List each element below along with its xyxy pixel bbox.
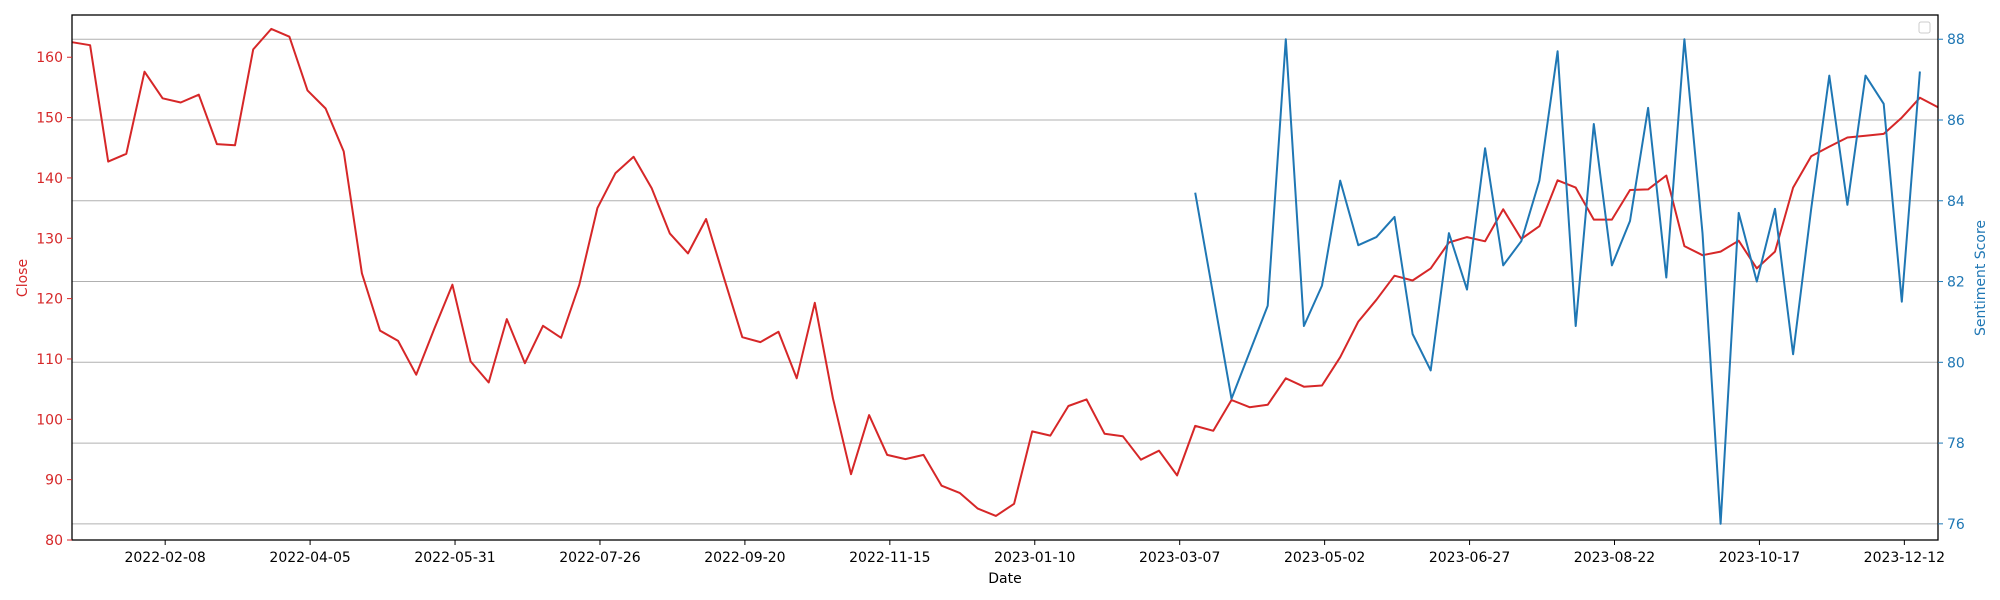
y-axis-left-label: Close <box>15 259 31 297</box>
x-tick-label: 2023-03-07 <box>1139 550 1220 566</box>
x-tick-label: 2022-11-15 <box>849 550 930 566</box>
x-tick-label: 2023-12-12 <box>1864 550 1945 566</box>
close-series-line <box>71 27 1939 517</box>
y-left-tick-label: 100 <box>36 412 63 428</box>
y-axis-left: 80 90 100 110 120 130 140 150 160 <box>36 50 72 549</box>
y-right-tick-label: 84 <box>1947 194 1965 210</box>
x-tick-label: 2022-09-20 <box>704 550 785 566</box>
y-right-tick-label: 88 <box>1947 32 1965 48</box>
y-left-tick-label: 160 <box>36 50 63 66</box>
y-left-tick-label: 130 <box>36 231 63 247</box>
x-tick-label: 2022-05-31 <box>414 550 495 566</box>
x-tick-label: 2022-02-08 <box>124 550 205 566</box>
series-layer <box>71 27 1939 525</box>
y-left-tick-label: 110 <box>36 352 63 368</box>
y-right-tick-label: 82 <box>1947 275 1965 291</box>
legend-box <box>1918 21 1931 34</box>
sentiment-series-line <box>1194 38 1921 525</box>
y-left-tick-label: 120 <box>36 292 63 308</box>
x-tick-label: 2022-04-05 <box>269 550 350 566</box>
y-right-tick-label: 80 <box>1947 355 1965 371</box>
x-tick-label: 2023-08-22 <box>1574 550 1655 566</box>
x-tick-label: 2022-07-26 <box>559 550 640 566</box>
x-tick-label: 2023-05-02 <box>1284 550 1365 566</box>
grid-lines <box>72 38 1938 525</box>
x-tick-label: 2023-10-17 <box>1719 550 1800 566</box>
y-right-tick-label: 78 <box>1947 436 1965 452</box>
x-axis-label: Date <box>988 571 1021 587</box>
x-tick-label: 2023-01-10 <box>994 550 1075 566</box>
y-right-tick-label: 76 <box>1947 517 1965 533</box>
x-axis: 2022-02-08 2022-04-05 2022-05-31 2022-07-26… <box>124 540 1945 566</box>
y-left-tick-label: 80 <box>45 533 63 549</box>
y-left-tick-label: 90 <box>45 473 63 489</box>
y-right-tick-label: 86 <box>1947 113 1965 129</box>
y-axis-right: 76 78 80 82 84 86 88 <box>1938 32 1965 533</box>
y-axis-right-label: Sentiment Score <box>1973 220 1989 336</box>
y-left-tick-label: 140 <box>36 171 63 187</box>
y-left-tick-label: 150 <box>36 111 63 127</box>
x-tick-label: 2023-06-27 <box>1429 550 1510 566</box>
plot-frame <box>71 14 1939 541</box>
